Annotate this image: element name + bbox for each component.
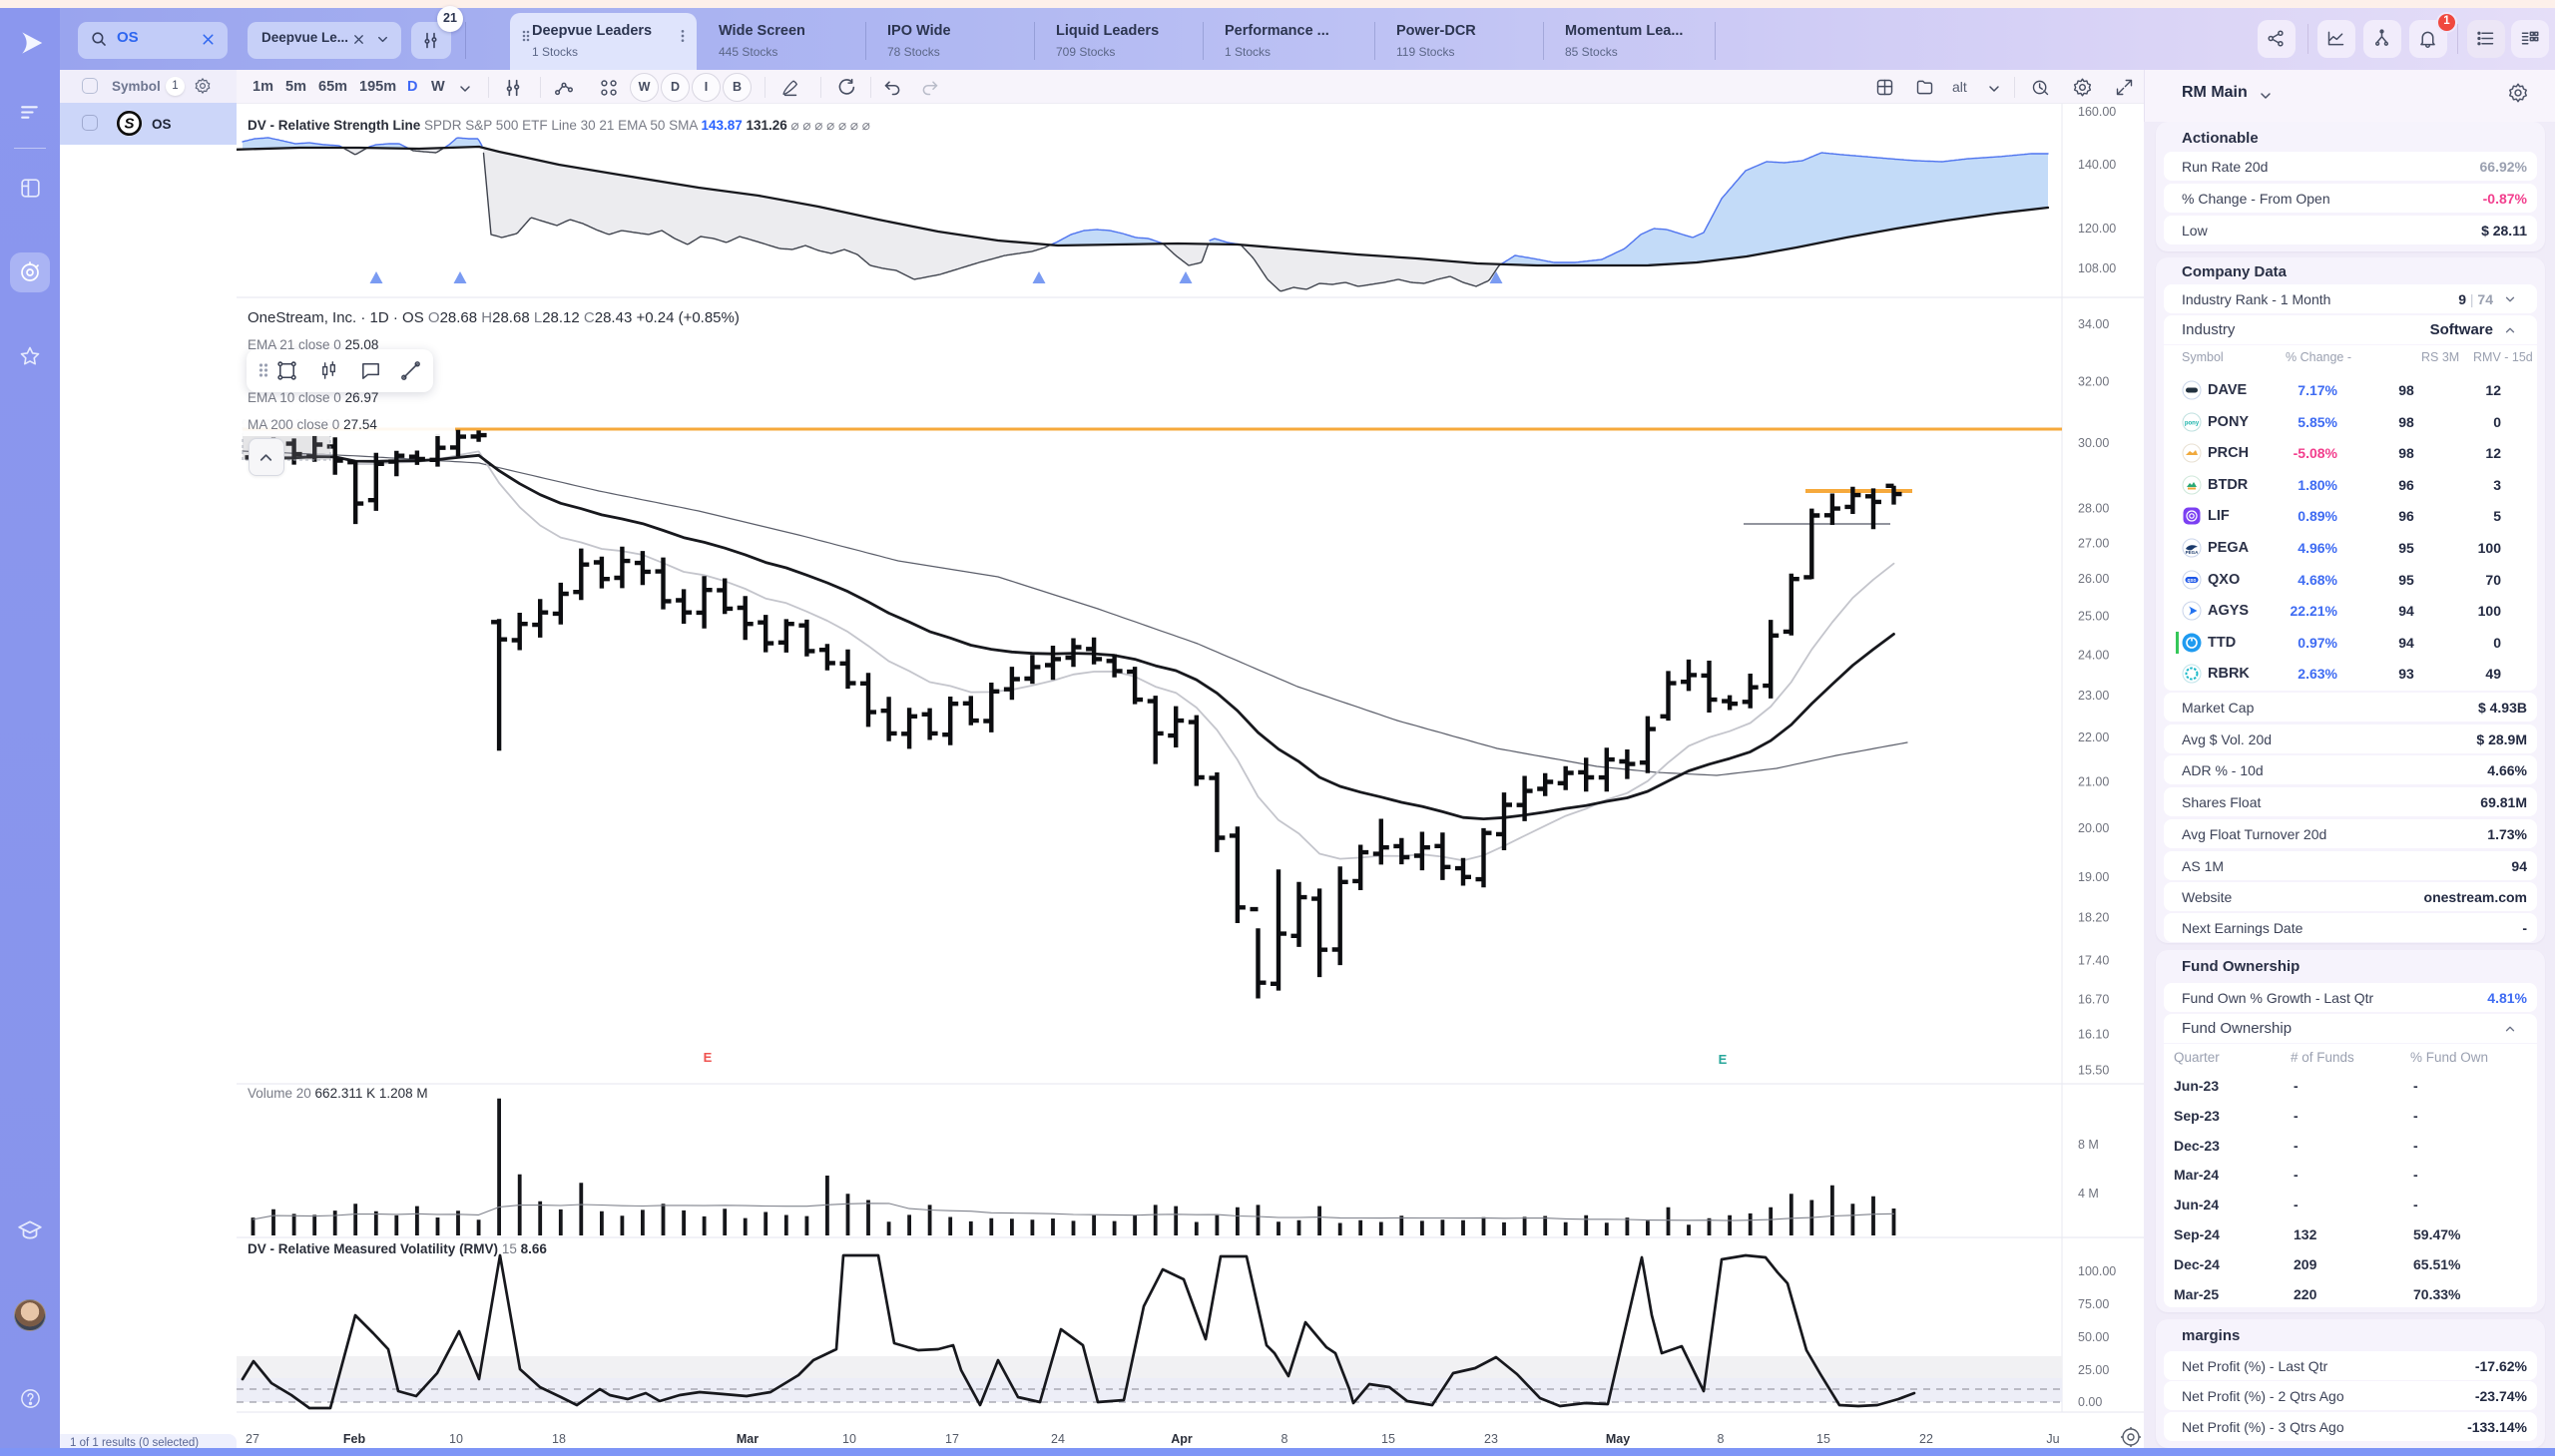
- svg-text:10: 10: [842, 1432, 856, 1446]
- svg-text:27.00: 27.00: [2078, 536, 2109, 550]
- svg-text:140.00: 140.00: [2078, 158, 2116, 172]
- svg-text:Ju: Ju: [2046, 1432, 2059, 1446]
- svg-text:26.00: 26.00: [2078, 572, 2109, 586]
- svg-text:Apr: Apr: [1171, 1432, 1193, 1446]
- svg-text:PEGA: PEGA: [2186, 550, 2200, 555]
- svg-text:50.00: 50.00: [2078, 1330, 2109, 1344]
- svg-text:15.50: 15.50: [2078, 1064, 2109, 1078]
- svg-text:qxo: qxo: [2188, 577, 2197, 583]
- svg-text:DV - Relative Strength Line SP: DV - Relative Strength Line SPDR S&P 500…: [248, 118, 870, 133]
- svg-text:25.00: 25.00: [2078, 1363, 2109, 1377]
- svg-text:10: 10: [449, 1432, 463, 1446]
- svg-text:100.00: 100.00: [2078, 1264, 2116, 1278]
- svg-text:OneStream, Inc. · 1D · OS O2: OneStream, Inc. · 1D · OS O28.68 H28.68 …: [248, 309, 740, 326]
- svg-text:8: 8: [1281, 1432, 1288, 1446]
- svg-text:75.00: 75.00: [2078, 1297, 2109, 1311]
- svg-text:108.00: 108.00: [2078, 261, 2116, 275]
- svg-text:Feb: Feb: [343, 1432, 366, 1446]
- svg-text:23.00: 23.00: [2078, 689, 2109, 703]
- svg-text:120.00: 120.00: [2078, 222, 2116, 236]
- svg-text:28.00: 28.00: [2078, 502, 2109, 516]
- svg-text:18: 18: [552, 1432, 566, 1446]
- svg-text:19.00: 19.00: [2078, 870, 2109, 884]
- svg-text:Mar: Mar: [737, 1432, 759, 1446]
- svg-text:32.00: 32.00: [2078, 375, 2109, 389]
- svg-text:24: 24: [1051, 1432, 1065, 1446]
- svg-text:E: E: [1719, 1052, 1728, 1067]
- svg-text:18.20: 18.20: [2078, 911, 2109, 925]
- svg-text:22: 22: [1919, 1432, 1933, 1446]
- svg-text:8 M: 8 M: [2078, 1138, 2099, 1152]
- svg-text:25.00: 25.00: [2078, 610, 2109, 624]
- svg-text:Volume 20 662.311 K 1.208 M: Volume 20 662.311 K 1.208 M: [248, 1086, 428, 1101]
- svg-text:May: May: [1606, 1432, 1630, 1446]
- svg-text:20.00: 20.00: [2078, 821, 2109, 835]
- svg-text:27: 27: [246, 1432, 259, 1446]
- svg-text:22.00: 22.00: [2078, 730, 2109, 744]
- svg-text:8: 8: [1718, 1432, 1725, 1446]
- svg-text:30.00: 30.00: [2078, 436, 2109, 450]
- svg-text:16.70: 16.70: [2078, 993, 2109, 1007]
- svg-text:15: 15: [1816, 1432, 1830, 1446]
- svg-text:EMA 21 close 0 25.08: EMA 21 close 0 25.08: [248, 337, 378, 352]
- svg-text:21.00: 21.00: [2078, 775, 2109, 789]
- svg-text:S: S: [124, 116, 134, 133]
- svg-text:23: 23: [1484, 1432, 1498, 1446]
- svg-text:MA 200 close 0 27.54: MA 200 close 0 27.54: [248, 417, 377, 432]
- svg-text:0.00: 0.00: [2078, 1395, 2102, 1409]
- svg-text:pony: pony: [2185, 420, 2200, 426]
- svg-text:24.00: 24.00: [2078, 648, 2109, 662]
- svg-text:EMA 10 close 0 26.97: EMA 10 close 0 26.97: [248, 390, 378, 405]
- svg-text:16.10: 16.10: [2078, 1027, 2109, 1041]
- svg-text:17: 17: [945, 1432, 959, 1446]
- svg-text:160.00: 160.00: [2078, 105, 2116, 119]
- svg-text:15: 15: [1381, 1432, 1395, 1446]
- svg-text:DV - Relative Measured Volatil: DV - Relative Measured Volatility (RMV) …: [248, 1241, 547, 1256]
- svg-text:4 M: 4 M: [2078, 1187, 2099, 1201]
- svg-text:E: E: [704, 1050, 713, 1065]
- svg-text:17.40: 17.40: [2078, 954, 2109, 968]
- svg-text:34.00: 34.00: [2078, 317, 2109, 331]
